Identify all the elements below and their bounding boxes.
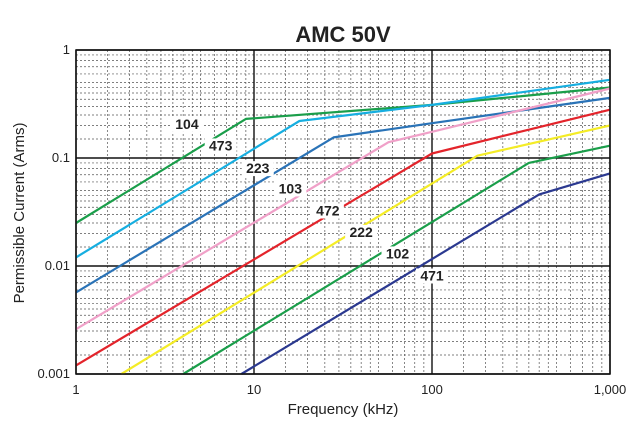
plot-frame [75, 49, 611, 375]
x-tick-label: 1 [72, 382, 79, 397]
series-label-472: 472 [316, 202, 340, 218]
series-label-471: 471 [420, 267, 444, 283]
y-tick-label: 0.001 [37, 366, 70, 381]
tick-labels: 1 10 100 1,000 0.001 0.01 0.1 1 [37, 42, 626, 397]
series-label-222: 222 [349, 224, 373, 240]
series-line-472 [75, 108, 611, 367]
series-label-bg [345, 224, 378, 240]
series-label-223: 223 [246, 160, 270, 176]
series-label-bg [274, 181, 307, 197]
series-label-102: 102 [386, 245, 410, 261]
series-layer [75, 78, 611, 375]
x-tick-label: 100 [421, 382, 443, 397]
series-label-104: 104 [175, 116, 199, 132]
chart-title: AMC 50V [295, 22, 391, 47]
y-tick-label: 0.1 [52, 150, 70, 165]
x-tick-label: 10 [247, 382, 261, 397]
series-label-bg [170, 116, 203, 132]
series-labels: 104 473 223 103 472 222 102 471 [170, 116, 448, 284]
series-label-bg [311, 203, 344, 219]
x-tick-label: 1,000 [594, 382, 627, 397]
y-axis-label: Permissible Current (Arms) [11, 123, 28, 304]
series-label-bg [241, 161, 274, 177]
series-label-bg [204, 138, 237, 154]
series-line-473 [75, 78, 611, 259]
series-label-bg [381, 246, 414, 262]
x-axis-label: Frequency (kHz) [288, 401, 399, 418]
series-label-103: 103 [279, 180, 303, 196]
series-line-102 [182, 144, 611, 375]
series-line-103 [75, 87, 611, 331]
series-line-471 [240, 172, 611, 375]
series-label-473: 473 [209, 137, 233, 153]
series-label-bg [416, 268, 448, 284]
y-tick-label: 0.01 [45, 258, 70, 273]
series-line-104 [75, 86, 611, 224]
series-line-222 [120, 124, 611, 375]
y-tick-label: 1 [63, 42, 70, 57]
